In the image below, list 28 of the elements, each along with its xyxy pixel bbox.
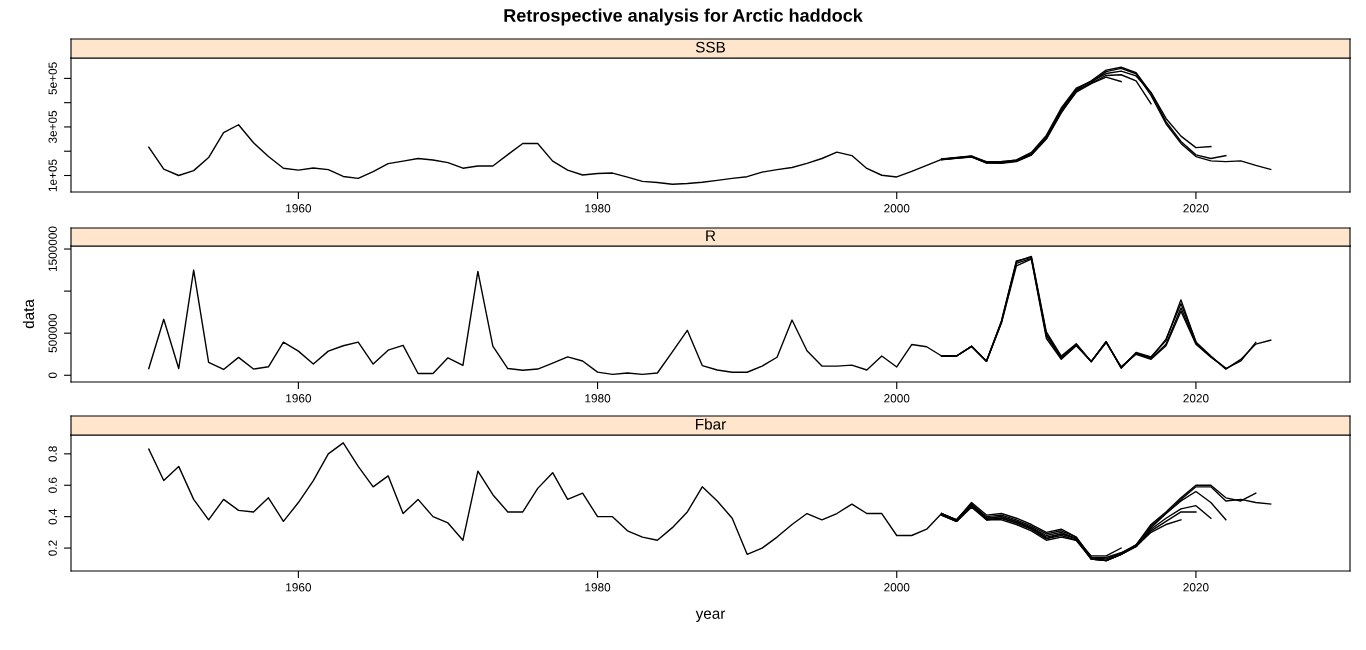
x-tick-label: 2000: [884, 583, 910, 592]
x-axis-title: year: [695, 610, 726, 622]
chart-subtitle: Fbar: [696, 418, 726, 430]
y-tick-label: 0.2: [48, 540, 57, 556]
x-tick-label: 2020: [1183, 394, 1209, 403]
x-tick-label: 2020: [1183, 204, 1209, 213]
x-tick-label: 1980: [585, 204, 611, 213]
x-tick-label: 1960: [286, 583, 312, 592]
y-tick-label: 1500000: [48, 226, 57, 272]
chart-subtitle: SSB: [695, 41, 725, 53]
chart-subtitle: R: [706, 230, 716, 241]
y-tick-label: 1e+05: [48, 159, 57, 192]
x-tick-label: 2000: [884, 394, 910, 403]
x-tick-label: 1960: [286, 394, 312, 403]
chart-title: Retrospective analysis for Arctic haddock: [504, 8, 863, 26]
y-tick-label: 3e+05: [48, 110, 57, 144]
x-tick-label: 1980: [585, 394, 611, 403]
y-axis-title: data: [22, 299, 35, 329]
x-tick-label: 2000: [884, 204, 910, 213]
y-tick-label: 0.4: [48, 508, 57, 525]
y-tick-label: 0: [48, 372, 57, 379]
x-tick-label: 2020: [1183, 583, 1209, 592]
y-tick-label: 5e+05: [48, 62, 57, 95]
y-tick-label: 0.8: [48, 446, 57, 462]
x-tick-label: 1960: [286, 204, 312, 213]
y-tick-label: 500000: [48, 313, 57, 353]
x-tick-label: 1980: [585, 583, 611, 592]
y-tick-label: 0.6: [48, 477, 57, 493]
